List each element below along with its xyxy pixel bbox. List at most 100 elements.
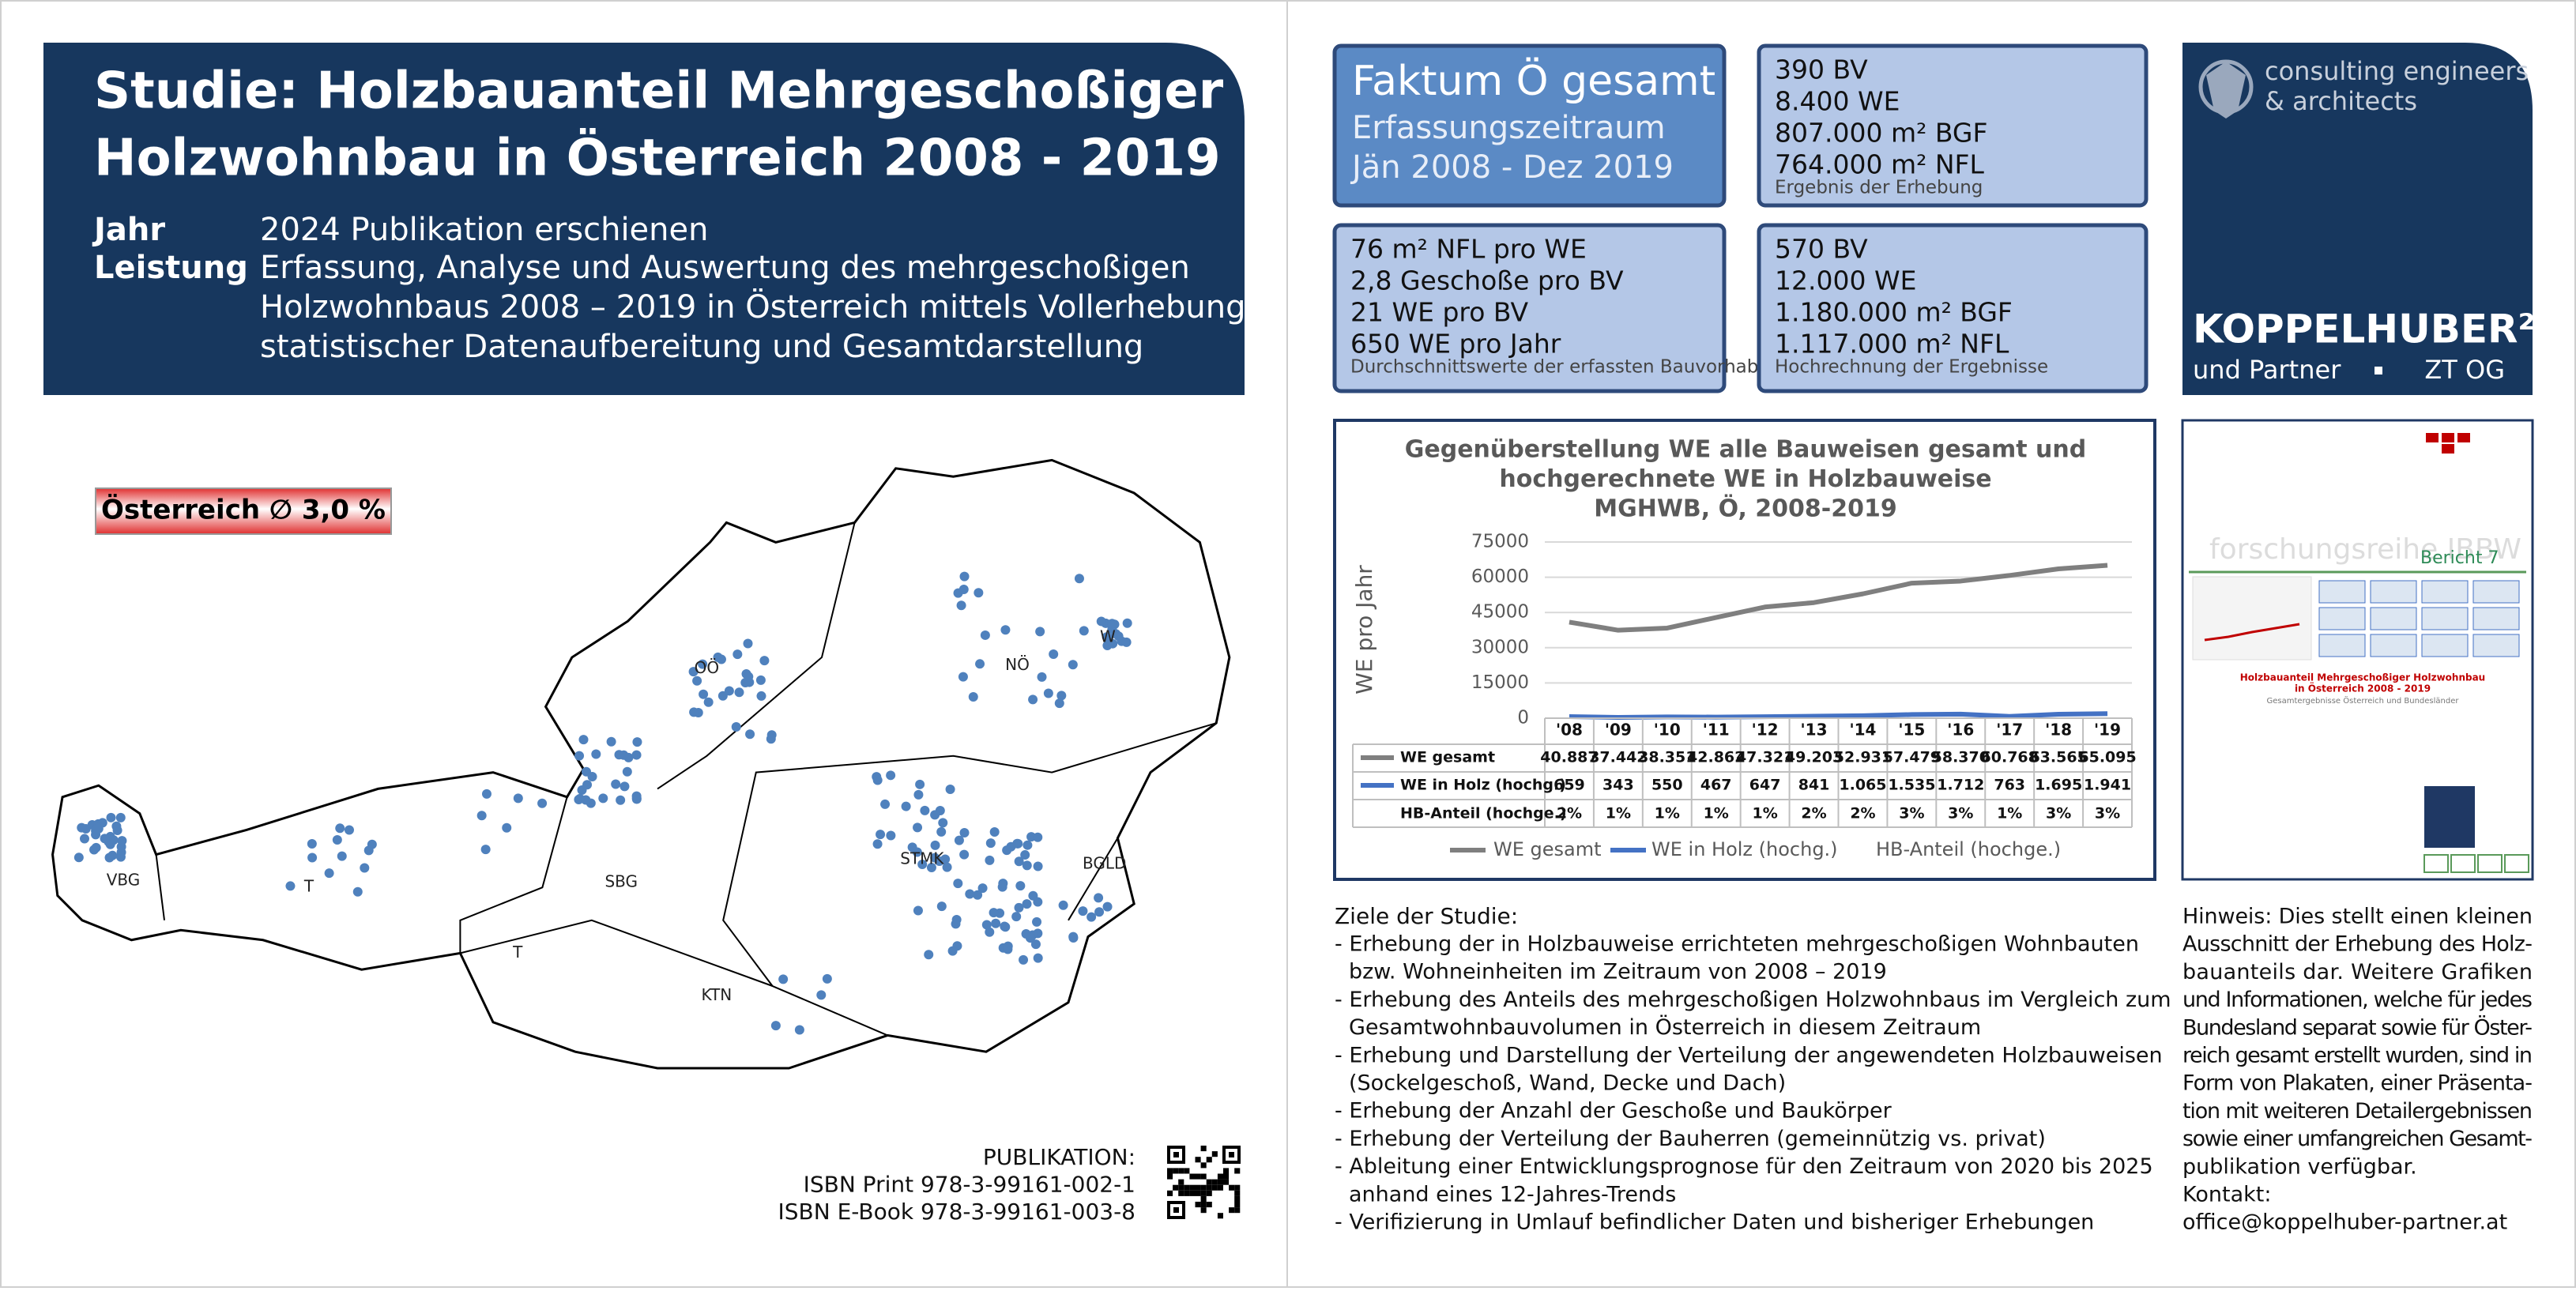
qr-code	[1211, 1151, 1218, 1157]
project-dot	[699, 689, 709, 699]
fact-line: Jän 2008 - Dez 2019	[1350, 149, 1674, 186]
qr-code	[1234, 1207, 1241, 1214]
project-dot	[930, 840, 940, 850]
y-tick-label: 15000	[1471, 672, 1529, 693]
project-dot	[930, 810, 940, 820]
table-cell: 58.370	[1932, 749, 1990, 766]
header-panel	[43, 43, 1245, 395]
y-tick-label: 75000	[1471, 532, 1529, 552]
table-cell: 3%	[2046, 805, 2071, 822]
project-dot	[816, 990, 827, 1000]
note-line: Kontakt:	[2182, 1183, 2271, 1207]
project-dot	[991, 918, 1001, 928]
project-dot	[1087, 912, 1097, 922]
project-dot	[360, 863, 370, 873]
qr-code	[1200, 1162, 1207, 1169]
table-cell: 647	[1749, 777, 1781, 794]
goal-line: - Erhebung des Anteils des mehrgeschoßig…	[1335, 988, 2171, 1012]
note-line: office@koppelhuber-partner.at	[2182, 1210, 2507, 1235]
project-dot	[1056, 691, 1067, 701]
bullet	[2375, 367, 2382, 375]
table-cell: 1%	[1606, 805, 1631, 822]
note-line: Hinweis: Dies stellt einen kleinen	[2182, 905, 2533, 929]
project-dot	[770, 1021, 781, 1031]
project-dot	[106, 812, 116, 822]
project-dot	[324, 868, 334, 879]
fact-line: 2,8 Geschoße pro BV	[1350, 265, 1624, 296]
project-dot	[733, 649, 743, 660]
project-dot	[968, 692, 978, 702]
fact-note: Durchschnittswerte der erfassten Bauvorh…	[1350, 357, 1781, 378]
project-dot	[965, 889, 975, 899]
qr-code	[1167, 1168, 1173, 1174]
project-dot	[79, 834, 89, 844]
qr-code	[1184, 1184, 1190, 1191]
project-dot	[91, 842, 101, 853]
brand: KOPPELHUBER²	[2193, 307, 2535, 352]
table-cell: 2%	[1801, 805, 1826, 822]
tu-logo	[2426, 433, 2439, 442]
goal-line: - Erhebung und Darstellung der Verteilun…	[1335, 1043, 2163, 1067]
fact-box	[1757, 43, 2149, 208]
x-tick-label: '19	[2094, 721, 2121, 740]
table-cell: 1.941	[2084, 777, 2131, 794]
goal-line: Gesamtwohnbauvolumen in Österreich in di…	[1349, 1014, 1981, 1040]
table-cell: 1%	[1704, 805, 1729, 822]
project-dot	[876, 830, 886, 840]
project-dot	[1013, 838, 1023, 849]
project-dot	[945, 784, 955, 794]
qr-code	[1211, 1179, 1218, 1185]
thumb	[2204, 623, 2300, 642]
thumb	[2370, 580, 2417, 604]
qr-code	[1195, 1184, 1201, 1191]
table-cell: 343	[1602, 777, 1634, 794]
fact-line: 764.000 m² NFL	[1775, 149, 1984, 180]
project-dot	[980, 630, 990, 640]
y-axis-label: WE pro Jahr	[1351, 565, 1377, 694]
project-dot	[756, 691, 766, 701]
cover-logo	[2424, 786, 2475, 848]
project-dot	[755, 675, 766, 685]
region-label: OÖ	[695, 658, 719, 677]
qr-code	[1229, 1207, 1235, 1214]
thumb	[2192, 576, 2312, 661]
project-dot	[1108, 638, 1118, 649]
project-dot	[778, 974, 789, 984]
project-dot	[886, 770, 896, 781]
province-border	[460, 919, 773, 987]
project-dot	[688, 667, 699, 677]
publication-line: ISBN E-Book 978-3-99161-003-8	[778, 1199, 1135, 1225]
project-dot	[1000, 921, 1010, 932]
legend-label: WE in Holz (hochg.)	[1651, 838, 1838, 860]
project-dot	[913, 822, 923, 833]
qr-code	[1229, 1184, 1235, 1191]
project-dot	[1003, 944, 1013, 954]
project-dot	[936, 826, 947, 837]
table-cell: 38.351	[1638, 749, 1696, 766]
project-dot	[698, 659, 708, 669]
qr-code	[1173, 1152, 1179, 1157]
project-dot	[724, 686, 734, 696]
cover-logo	[2450, 854, 2476, 873]
qr-code	[1217, 1213, 1223, 1219]
table-cell: 1%	[1752, 805, 1777, 822]
qr-code	[1217, 1184, 1223, 1191]
qr-code	[1229, 1152, 1234, 1157]
project-dot	[344, 825, 354, 835]
qr-code	[1173, 1184, 1179, 1191]
thumb	[2421, 634, 2469, 657]
project-dot	[959, 827, 970, 837]
project-dot	[973, 890, 983, 900]
region-label: T	[512, 943, 523, 962]
project-dot	[920, 805, 930, 815]
project-dot	[632, 737, 642, 747]
project-dot	[115, 852, 126, 862]
project-dot	[117, 836, 127, 846]
project-dot	[977, 883, 988, 894]
qr-code	[1206, 1184, 1212, 1191]
badge-text: Österreich ∅ 3,0 %	[101, 494, 386, 526]
project-dot	[591, 749, 601, 759]
province-border	[155, 854, 165, 920]
region-label: T	[303, 877, 314, 896]
cover-subtitle: Gesamtergebnisse Österreich und Bundeslä…	[2267, 695, 2460, 706]
